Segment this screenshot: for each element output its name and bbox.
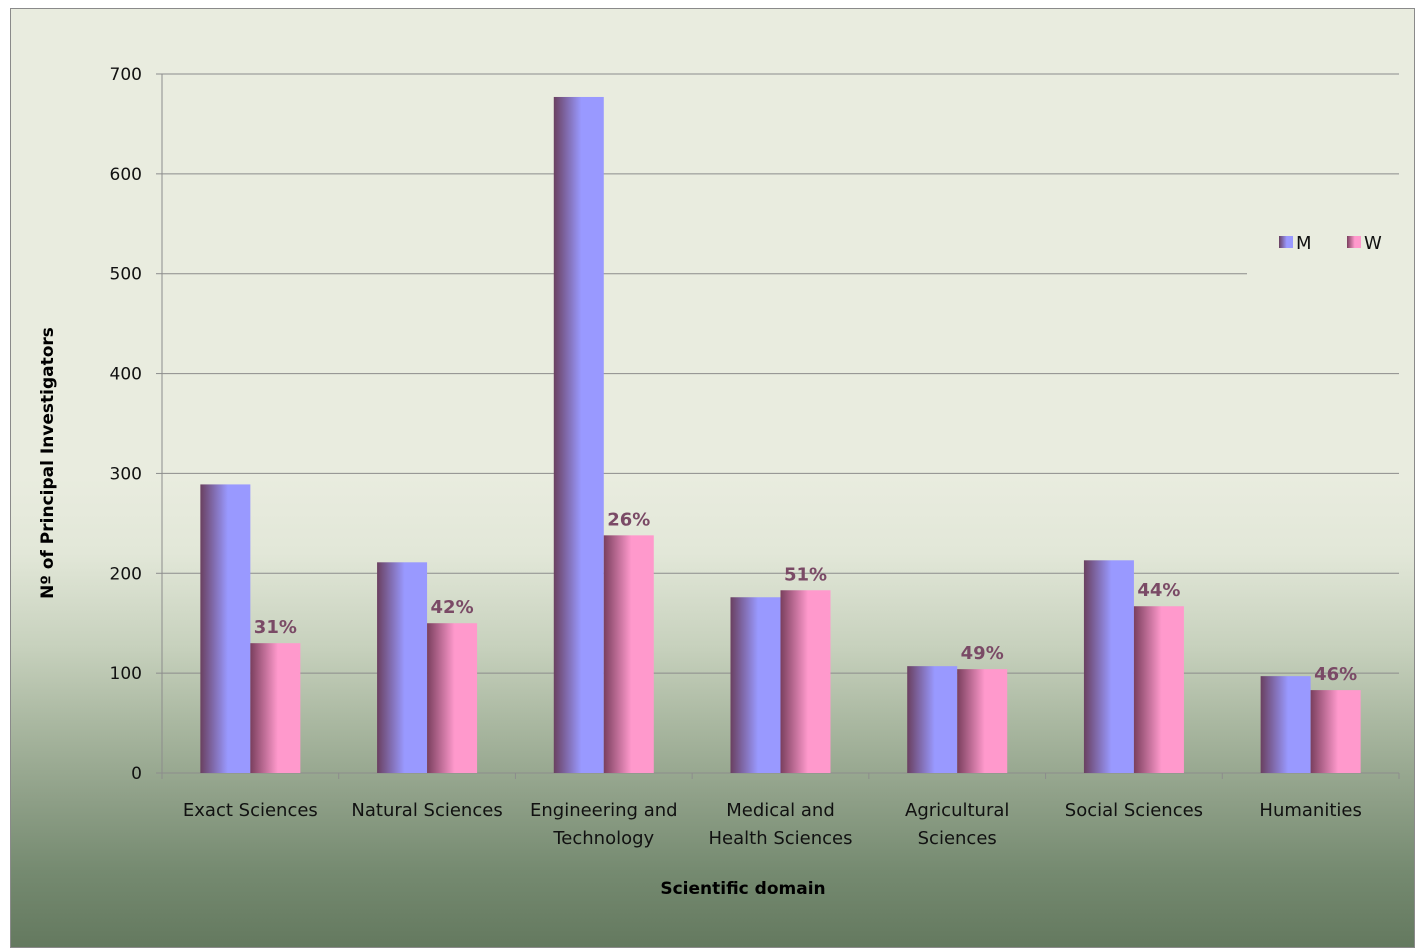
y-tick-label: 100 — [110, 664, 142, 684]
y-tick-label: 700 — [110, 65, 142, 85]
category-label-line: Health Sciences — [709, 828, 853, 849]
category-label: Social Sciences — [1065, 800, 1203, 821]
category-label: Humanities — [1259, 800, 1361, 821]
x-axis-title: Scientific domain — [660, 879, 825, 899]
category-label-line: Technology — [552, 828, 654, 849]
bar-M — [1083, 560, 1134, 773]
bar-W — [1310, 690, 1361, 773]
data-label: 49% — [961, 643, 1004, 664]
category-label-line: Social Sciences — [1065, 800, 1203, 821]
category-label: Natural Sciences — [351, 800, 502, 821]
data-label: 44% — [1137, 580, 1180, 601]
data-label: 31% — [254, 617, 297, 638]
y-tick-label: 500 — [110, 265, 142, 285]
y-tick-label: 0 — [131, 764, 142, 784]
y-tick-label: 600 — [110, 165, 142, 185]
data-label: 46% — [1314, 664, 1357, 685]
data-label: 51% — [784, 564, 827, 585]
bar-W — [957, 669, 1008, 773]
category-label: Engineering and Technology — [530, 800, 678, 849]
bar-chart: 0 100 200 300 400 500 600 700 31% Exact Sciences… — [38, 65, 1400, 899]
category-label-line: Humanities — [1259, 800, 1361, 821]
bar-W — [780, 590, 831, 773]
bar-M — [553, 96, 604, 773]
legend-swatch — [1347, 236, 1361, 248]
bar-W — [603, 535, 654, 773]
category-label: Exact Sciences — [183, 800, 318, 821]
data-label: 42% — [431, 597, 474, 618]
bar-W — [427, 623, 478, 773]
category-label-line: Engineering and — [530, 800, 678, 821]
bar-M — [907, 666, 958, 773]
category-label: Agricultural Sciences — [905, 800, 1009, 849]
category-label-line: Medical and — [726, 800, 835, 821]
y-tick-label: 400 — [110, 365, 142, 385]
category-label-line: Exact Sciences — [183, 800, 318, 821]
y-tick-label: 200 — [110, 564, 142, 584]
legend-swatch — [1279, 236, 1293, 248]
bar-W — [250, 643, 301, 773]
bar-W — [1133, 606, 1184, 773]
y-tick-label: 300 — [110, 464, 142, 484]
bar-M — [377, 562, 428, 773]
chart-frame: 0 100 200 300 400 500 600 700 31% Exact Sciences… — [10, 8, 1415, 948]
legend-label: W — [1364, 233, 1382, 254]
category-label-line: Agricultural — [905, 800, 1009, 821]
category-label-line: Natural Sciences — [351, 800, 502, 821]
bar-M — [200, 484, 251, 773]
category-label: Medical and Health Sciences — [709, 800, 853, 849]
data-label: 26% — [607, 509, 650, 530]
legend-label: M — [1296, 233, 1312, 254]
category-label-line: Sciences — [918, 828, 997, 849]
bar-M — [1260, 676, 1311, 773]
y-axis-title: Nº of Principal Investigators — [38, 327, 58, 599]
bar-M — [730, 597, 781, 773]
